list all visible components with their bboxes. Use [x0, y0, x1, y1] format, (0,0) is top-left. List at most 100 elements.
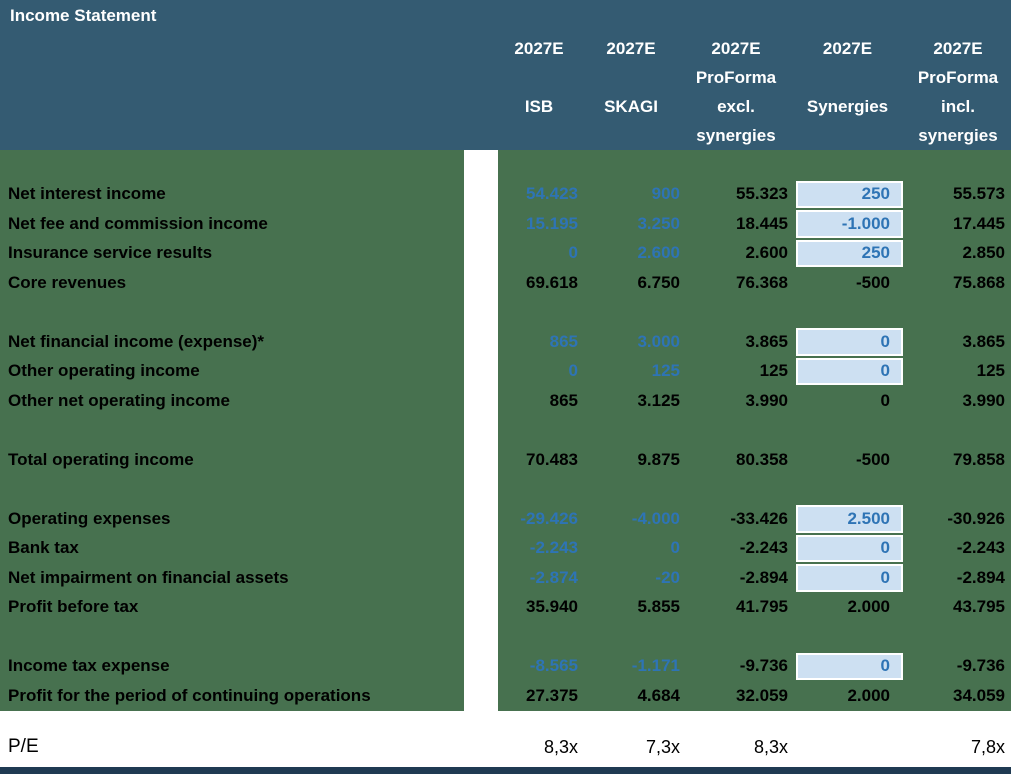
value-cell — [682, 298, 790, 328]
column-header-line: 2027E — [933, 39, 983, 58]
value-cell: -2.874 — [529, 567, 578, 587]
value-cell: -1.171 — [631, 656, 680, 676]
table-row: Income tax expense -8.565 -1.171 -9.736 0 -9.… — [0, 652, 1011, 682]
value-cell: 2.850 — [962, 243, 1005, 263]
value-cell: 9.875 — [637, 449, 680, 469]
synergy-input-cell[interactable]: 2.500 — [796, 505, 903, 533]
value-cell: 79.858 — [953, 449, 1005, 469]
page-title: Income Statement — [10, 6, 157, 25]
value-cell — [580, 416, 682, 446]
value-cell: -2.894 — [739, 567, 788, 587]
value-cell: 3.125 — [637, 390, 680, 410]
value-cell: 3.865 — [962, 331, 1005, 351]
column-header-line — [580, 121, 682, 150]
value-cell: 3.990 — [745, 390, 788, 410]
pe-value-cell: 8,3x — [543, 736, 578, 757]
row-label: Operating expenses — [8, 508, 171, 528]
value-cell: -29.426 — [520, 508, 578, 528]
row-label: Net interest income — [8, 184, 166, 204]
value-cell: 34.059 — [953, 685, 1005, 705]
value-cell: 70.483 — [526, 449, 578, 469]
value-cell — [905, 622, 1011, 652]
table-row: Profit before tax 35.940 5.855 41.795 2.000 4… — [0, 593, 1011, 623]
value-cell — [498, 298, 580, 328]
row-label: Insurance service results — [8, 243, 213, 263]
value-cell: 125 — [651, 361, 680, 381]
column-header-line: 2027E — [606, 39, 656, 58]
value-cell: -500 — [855, 449, 890, 469]
value-cell: -2.243 — [956, 538, 1005, 558]
value-cell: 3.990 — [962, 390, 1005, 410]
table-row: Net impairment on financial assets -2.874… — [0, 563, 1011, 593]
value-cell — [498, 622, 580, 652]
row-label: Core revenues — [8, 272, 127, 292]
column-header-line: synergies — [696, 126, 776, 145]
pe-value-cell: 7,8x — [970, 736, 1005, 757]
synergy-input-cell[interactable]: 0 — [796, 652, 903, 680]
column-header-1: 2027E SKAGI — [580, 34, 682, 150]
table-row: Profit for the period of continuing oper… — [0, 681, 1011, 711]
value-cell: 5.855 — [637, 597, 680, 617]
table-rows: Net interest income 54.423 900 55.323 250 55.… — [0, 150, 1011, 711]
row-label: Other net operating income — [8, 390, 230, 410]
column-header-line: ISB — [524, 97, 554, 116]
value-cell — [790, 475, 905, 505]
value-cell: -2.894 — [956, 567, 1005, 587]
value-cell: -2.243 — [529, 538, 578, 558]
column-header-4: 2027E ProForma incl. synergies — [905, 34, 1011, 150]
table-row: Net fee and commission income 15.195 3.250… — [0, 209, 1011, 239]
synergy-input-cell[interactable]: 0 — [796, 564, 903, 592]
value-cell: 900 — [651, 184, 680, 204]
spacer-row — [0, 150, 1011, 180]
pe-value-cell: 7,3x — [645, 736, 680, 757]
value-cell: 41.795 — [736, 597, 788, 617]
value-cell: 3.865 — [745, 331, 788, 351]
column-header-line: synergies — [918, 126, 998, 145]
table-row: Core revenues 69.618 6.750 76.368 -500 75.868 — [0, 268, 1011, 298]
synergy-input-cell[interactable]: 0 — [796, 534, 903, 562]
value-cell — [905, 150, 1011, 180]
value-cell: 865 — [549, 390, 578, 410]
value-cell: 2.600 — [637, 243, 680, 263]
synergy-input-cell[interactable]: 0 — [796, 357, 903, 385]
synergy-input-cell[interactable]: 250 — [796, 180, 903, 208]
value-cell: 75.868 — [953, 272, 1005, 292]
value-cell: 32.059 — [736, 685, 788, 705]
header-bar: Income Statement 2027E ISB 2027E SKAGI 2027E… — [0, 0, 1011, 150]
value-cell: 55.573 — [953, 184, 1005, 204]
value-cell: -8.565 — [529, 656, 578, 676]
column-header-line: 2027E — [514, 39, 564, 58]
value-cell: 17.445 — [953, 213, 1005, 233]
value-cell — [905, 416, 1011, 446]
value-cell: 0 — [568, 361, 578, 381]
synergy-input-cell[interactable]: -1.000 — [796, 210, 903, 238]
value-cell: 4.684 — [637, 685, 680, 705]
column-header-line — [498, 121, 580, 150]
synergy-input-cell[interactable]: 0 — [796, 328, 903, 356]
value-cell — [682, 416, 790, 446]
pe-value-cell — [790, 732, 905, 762]
value-cell: 3.250 — [637, 213, 680, 233]
value-cell: 125 — [976, 361, 1005, 381]
row-label: Other operating income — [8, 361, 200, 381]
value-cell — [682, 150, 790, 180]
value-cell: 6.750 — [637, 272, 680, 292]
value-cell: 0 — [568, 243, 578, 263]
value-cell: -4.000 — [631, 508, 680, 528]
pe-values: 8,3x 7,3x 8,3x 7,8x — [498, 732, 1011, 762]
synergy-input-cell[interactable]: 250 — [796, 239, 903, 267]
column-header-line — [790, 121, 905, 150]
column-header-line: incl. — [940, 97, 975, 116]
value-cell — [905, 298, 1011, 328]
value-cell: 0 — [880, 390, 890, 410]
value-cell: 3.000 — [637, 331, 680, 351]
pe-row: P/E 8,3x 7,3x 8,3x 7,8x — [0, 732, 1011, 762]
column-header-3: 2027E Synergies — [790, 34, 905, 150]
value-cell — [790, 150, 905, 180]
value-cell: 2.000 — [847, 597, 890, 617]
row-label: Profit for the period of continuing oper… — [8, 685, 371, 705]
value-cell — [580, 150, 682, 180]
value-cell: 54.423 — [526, 184, 578, 204]
table-row: Bank tax -2.243 0 -2.243 0 -2.243 — [0, 534, 1011, 564]
column-header-line: 2027E — [822, 39, 873, 58]
